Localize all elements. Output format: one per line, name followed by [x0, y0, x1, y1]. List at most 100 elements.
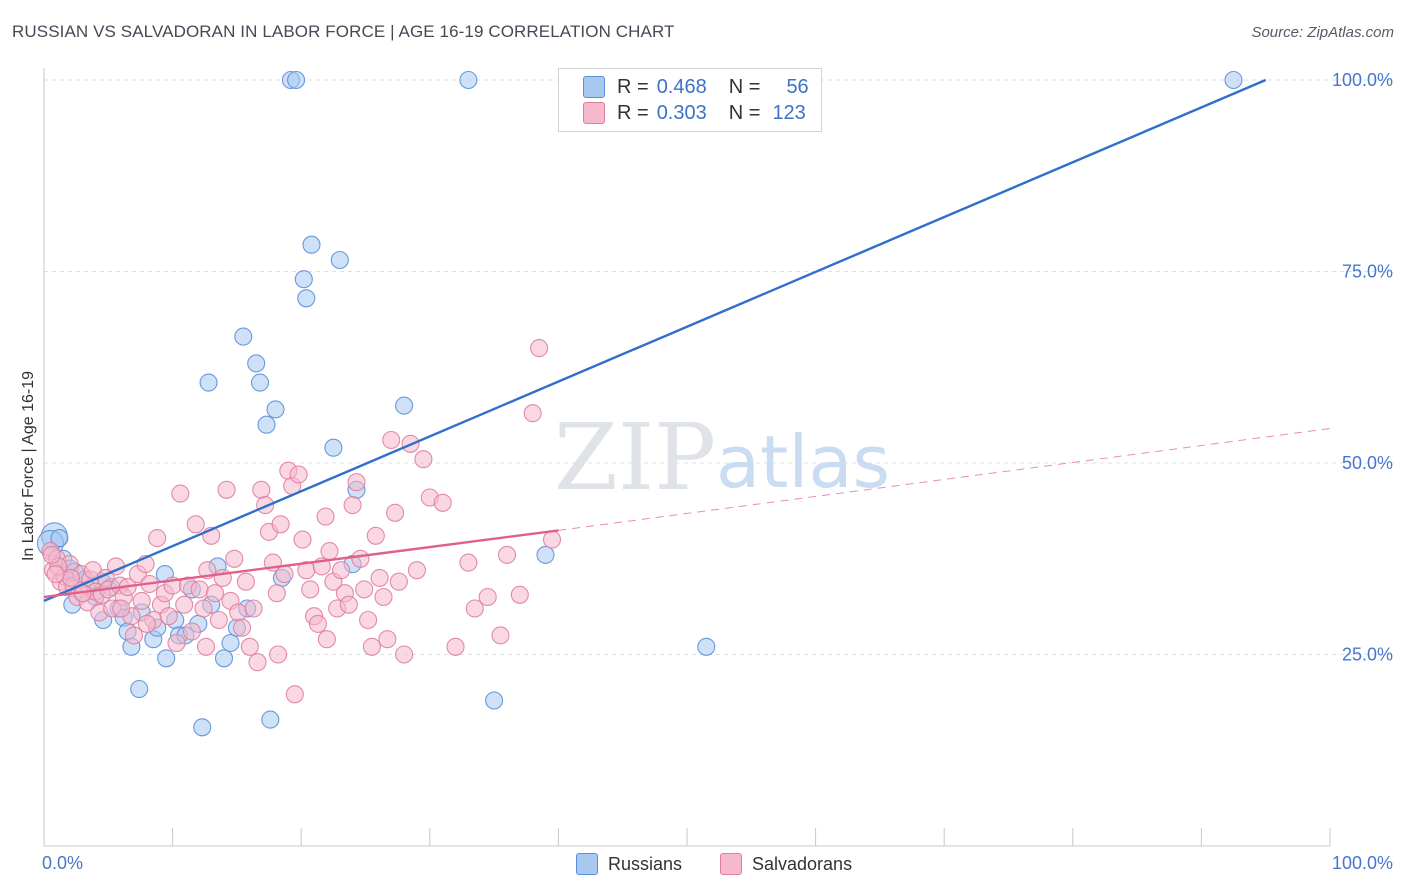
salvadorans-point	[347, 473, 366, 492]
russians-point	[302, 235, 321, 254]
bottom-legend-salvadorans: Salvadorans	[720, 853, 852, 875]
russians-point	[266, 400, 285, 419]
salvadorans-point	[374, 587, 393, 607]
russians-point	[257, 415, 276, 434]
x-tick-label-min: 0.0%	[42, 853, 83, 873]
salvadorans-point	[395, 645, 414, 664]
salvadorans-point	[248, 653, 267, 672]
russians-point	[297, 289, 316, 308]
salvadorans-point	[186, 515, 205, 534]
russians-point	[221, 633, 240, 653]
legend-n-value-russians: 56	[786, 75, 809, 98]
salvadorans-point	[491, 626, 510, 645]
russians-point	[247, 354, 266, 373]
salvadorans-point	[167, 633, 186, 653]
salvadorans-point	[355, 580, 374, 599]
salvadorans-point	[244, 599, 263, 618]
salvadorans-point	[370, 568, 389, 587]
bottom-legend-russians: Russians	[576, 853, 682, 875]
salvadorans-point	[124, 626, 144, 645]
russians-point	[1224, 70, 1243, 90]
legend-n-label: N =	[728, 75, 761, 98]
trend-lines	[43, 78, 1331, 602]
salvadorans-point	[148, 529, 167, 548]
salvadorans-point	[308, 614, 327, 633]
salvadorans-point	[289, 465, 308, 484]
russians-point	[330, 250, 349, 270]
russians-point	[157, 649, 176, 668]
axes	[43, 68, 1331, 847]
salvadorans-point	[232, 618, 252, 637]
russians-point	[199, 373, 218, 392]
salvadorans-point	[285, 685, 304, 704]
salvadorans-point	[433, 493, 452, 512]
salvadorans-point	[320, 542, 339, 561]
salvadorans-point	[182, 622, 201, 641]
y-tick-label: 25.0%	[1342, 645, 1393, 665]
salvadorans-point	[465, 599, 484, 618]
russians-point	[395, 396, 414, 415]
y-tick-label: 100.0%	[1332, 70, 1393, 90]
salvadorans-point	[269, 645, 288, 664]
russians-point	[697, 637, 716, 656]
salvadorans-point	[366, 526, 385, 545]
legend-row-russians: R = 0.468 N = 56	[583, 75, 809, 99]
salvadorans-point	[46, 565, 65, 584]
salvadorans-point	[317, 630, 336, 649]
salvadorans-trend-line	[43, 529, 559, 599]
salvadorans-point	[112, 599, 131, 618]
series-salvadorans	[41, 339, 562, 704]
salvadorans-point	[382, 430, 401, 450]
salvadorans-point	[171, 484, 190, 503]
watermark-atlas: atlas	[716, 420, 890, 504]
legend-n-label: N =	[728, 101, 761, 124]
salvadorans-point	[459, 553, 478, 572]
russians-point	[214, 649, 234, 668]
salvadorans-point	[478, 587, 497, 607]
salvadorans-point	[362, 637, 381, 656]
salvadorans-point	[209, 610, 228, 630]
salvadorans-point	[407, 561, 426, 580]
russians-trend-line	[43, 78, 1267, 602]
salvadorans-point	[339, 595, 358, 614]
salvadorans-point	[293, 530, 312, 549]
salvadorans-point	[446, 637, 465, 656]
salvadorans-point	[196, 637, 216, 656]
legend-r-value-russians: 0.468	[656, 75, 707, 98]
salvadorans-point	[351, 549, 370, 568]
salvadorans-point	[343, 496, 362, 515]
russians-point	[287, 70, 306, 90]
salvadorans-point	[137, 614, 156, 633]
salvadorans-point	[389, 572, 408, 591]
salvadorans-point	[378, 630, 397, 649]
salvadorans-point	[301, 580, 320, 599]
salvadorans-point	[229, 603, 248, 622]
salvadorans-point	[332, 561, 351, 580]
x-tick-label-max: 100.0%	[1332, 853, 1393, 873]
russians-point	[261, 710, 280, 729]
stats-legend: R = 0.468 N = 56 R = 0.303 N = 123	[558, 68, 822, 132]
legend-r-value-salvadorans: 0.303	[656, 101, 707, 124]
salvadorans-point	[530, 339, 549, 358]
russians-point	[250, 373, 270, 392]
legend-swatch-russians	[583, 76, 605, 98]
salvadorans-point	[252, 480, 271, 499]
salvadorans-point	[414, 450, 433, 469]
grid-lines	[44, 79, 1392, 655]
bottom-legend-swatch-salvadorans	[720, 853, 742, 875]
bottom-legend-swatch-russians	[576, 853, 598, 875]
salvadorans-point	[497, 545, 517, 564]
russians-point	[536, 545, 555, 564]
russians-point	[130, 679, 149, 699]
legend-swatch-salvadorans	[583, 102, 605, 124]
salvadorans-point	[159, 607, 178, 626]
salvadorans-point	[217, 480, 236, 499]
salvadorans-point	[275, 565, 294, 584]
salvadorans-point	[190, 580, 209, 599]
legend-n-value-salvadorans: 123	[772, 101, 806, 124]
russians-point	[193, 718, 212, 737]
salvadorans-point	[359, 610, 378, 630]
bottom-legend-label-salvadorans: Salvadorans	[752, 853, 853, 874]
legend-row-salvadorans: R = 0.303 N = 123	[583, 101, 806, 125]
